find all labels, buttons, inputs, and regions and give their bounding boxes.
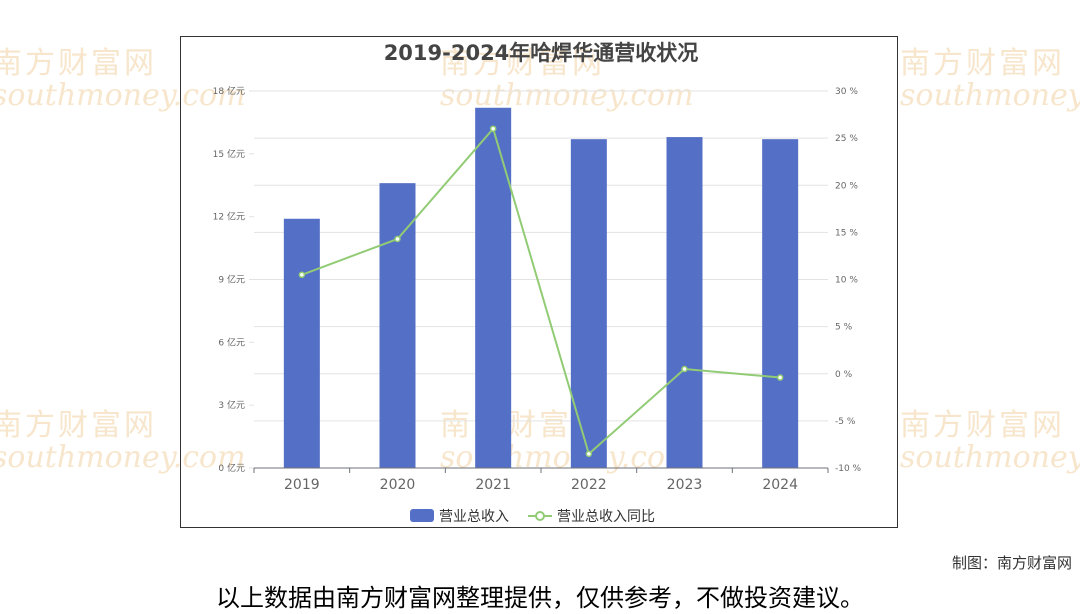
legend-label-revenue: 营业总收入: [439, 509, 509, 525]
bar-2023: [666, 137, 703, 469]
x-tick-label: 2021: [475, 477, 511, 493]
y-left-tick-label: 3 亿元: [218, 399, 245, 411]
line-series-yoy: [301, 126, 781, 456]
line-point-2024: [776, 374, 784, 381]
y-left-tick-label: 0 亿元: [218, 462, 245, 474]
chart: 2019-2024年哈焊华通营收状况 0 亿元 3 亿元 6 亿元 9 亿元 12 亿元…: [213, 41, 862, 525]
x-tick-label: 2020: [380, 477, 416, 493]
legend-label-yoy: 营业总收入同比: [557, 509, 655, 525]
bar-2020: [379, 183, 416, 468]
line-point-2023: [681, 365, 688, 373]
watermark: 南方财富网 southmoney.com: [900, 400, 1080, 475]
disclaimer-text: 以上数据由南方财富网整理提供，仅供参考，不做投资建议。: [216, 584, 864, 612]
y-left-tick-label: 9 亿元: [218, 274, 245, 286]
y-left-tick-label: 15 亿元: [213, 148, 245, 160]
bar-2019: [283, 218, 320, 468]
watermark-en: southmoney.com: [900, 78, 1080, 113]
y-right-tick-label: 0 %: [835, 370, 853, 380]
x-tick-label: 2024: [762, 477, 798, 493]
y-left-tick-label: 6 亿元: [218, 336, 245, 348]
line-point-2020: [394, 235, 401, 243]
y-right-tick-label: 20 %: [835, 181, 858, 191]
y-right-tick-label: 5 %: [835, 323, 853, 333]
y-right-tick-label: 10 %: [835, 276, 858, 286]
bar-2022: [570, 139, 607, 468]
y-right-tick-label: -10 %: [835, 464, 862, 474]
y-right-tick-label: 15 %: [835, 228, 858, 238]
y-left-tick-label: 18 亿元: [213, 85, 245, 97]
y-left-tick-label: 12 亿元: [213, 211, 245, 223]
chart-title: 2019-2024年哈焊华通营收状况: [384, 41, 699, 65]
y-right-tick-label: 30 %: [835, 87, 858, 97]
bar-2021: [475, 107, 512, 468]
watermark: 南方财富网 southmoney.com: [900, 38, 1080, 113]
x-tick-label: 2019: [284, 477, 320, 493]
watermark-cn: 南方财富网: [900, 46, 1065, 81]
line-point-2019: [298, 271, 306, 279]
y-right-tick-label: 25 %: [835, 134, 858, 144]
chart-frame: 2019-2024年哈焊华通营收状况 0 亿元 3 亿元 6 亿元 9 亿元 12 亿元…: [180, 36, 898, 528]
line-point-2021: [489, 125, 497, 132]
line-point-2022: [585, 450, 593, 458]
y-right-tick-label: -5 %: [835, 417, 856, 427]
x-tick-label: 2022: [571, 477, 607, 493]
legend-swatch-revenue: [410, 509, 434, 522]
watermark-cn: 南方财富网: [900, 408, 1065, 443]
legend-marker-yoy: [535, 511, 545, 521]
chart-credit: 制图：南方财富网: [951, 554, 1072, 572]
watermark-en: southmoney.com: [900, 440, 1080, 475]
bar-2024: [762, 139, 799, 468]
x-tick-label: 2023: [667, 477, 703, 493]
